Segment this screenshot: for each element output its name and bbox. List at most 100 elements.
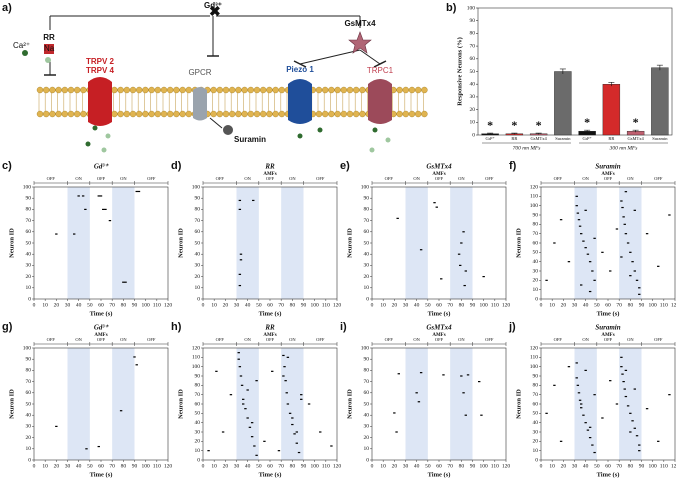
event xyxy=(657,265,660,267)
lipid-head xyxy=(402,110,409,118)
lipid-head xyxy=(123,110,131,118)
plot-frame xyxy=(202,347,338,461)
phase-label: OFF xyxy=(604,176,613,181)
event xyxy=(588,290,592,293)
event xyxy=(559,440,563,442)
x-tick-label: 80 xyxy=(459,302,465,308)
chart-subtitle: AMFs xyxy=(94,333,107,338)
x-tick-label: 120 xyxy=(333,302,342,308)
event xyxy=(620,200,623,202)
x-tick-label: 50 xyxy=(425,302,431,308)
event xyxy=(77,195,80,197)
lipid-head xyxy=(415,86,422,94)
event xyxy=(578,225,582,227)
x-tick-label: 120 xyxy=(333,463,342,469)
stimulus-region xyxy=(619,348,642,460)
event xyxy=(545,279,548,281)
lipid-head xyxy=(315,86,323,94)
event xyxy=(645,233,649,235)
event xyxy=(291,423,294,426)
lipid-head xyxy=(359,86,366,94)
phase-label: ON xyxy=(120,176,127,181)
lipid-head xyxy=(43,86,50,94)
y-tick-label: 110 xyxy=(192,355,200,361)
event xyxy=(282,354,285,357)
y-tick-label: 0 xyxy=(197,457,200,463)
y-tick-label: 10 xyxy=(533,287,539,293)
event xyxy=(135,364,138,366)
phase-label: OFF xyxy=(485,176,494,181)
event xyxy=(237,352,240,354)
x-tick-label: 30 xyxy=(65,302,71,308)
phase-label: OFF xyxy=(216,176,225,181)
y-axis-label: Neuron ID xyxy=(515,228,522,258)
lipid-head xyxy=(67,86,75,94)
event xyxy=(478,381,481,383)
lipid-head xyxy=(253,86,261,94)
x-tick-label: 30 xyxy=(572,463,578,469)
y-tick-label: 0 xyxy=(366,296,369,302)
event xyxy=(591,444,594,446)
lipid-head xyxy=(179,86,186,94)
label: Gd³⁺ xyxy=(204,1,222,10)
event xyxy=(277,450,281,452)
event xyxy=(271,370,274,372)
label: TRPC1 xyxy=(367,66,394,75)
event xyxy=(238,284,242,287)
x-tick-label: 10 xyxy=(380,302,386,308)
lipid-head xyxy=(408,110,416,118)
event xyxy=(575,205,578,207)
y-tick-label: 90 xyxy=(470,18,476,24)
event xyxy=(668,214,671,216)
x-tick-label: 50 xyxy=(256,302,262,308)
lipid-head xyxy=(346,110,354,118)
chart-subtitle: AMFs xyxy=(432,172,445,177)
y-axis-label: Neuron ID xyxy=(177,228,184,258)
y-tick-label: 10 xyxy=(533,448,539,454)
stimulus-region xyxy=(67,187,90,299)
panel-letter: d) xyxy=(171,160,182,172)
piezo-channel xyxy=(288,79,312,124)
event xyxy=(297,451,301,454)
event xyxy=(620,366,623,368)
y-tick-label: 10 xyxy=(195,448,201,454)
x-tick-label: 100 xyxy=(142,463,151,469)
event xyxy=(284,380,287,382)
lipid-head xyxy=(266,110,273,118)
x-tick-label: 0 xyxy=(371,463,374,469)
lipid-head xyxy=(117,110,124,118)
stimulus-region xyxy=(67,348,90,460)
lipid-head xyxy=(123,86,131,94)
lipid-head xyxy=(111,110,118,118)
lipid-head xyxy=(135,110,143,118)
y-tick-label: 30 xyxy=(533,268,539,274)
event xyxy=(638,444,641,446)
phase-label: ON xyxy=(289,176,296,181)
event xyxy=(624,233,628,235)
phase-label: OFF xyxy=(435,176,444,181)
inhibit-bar xyxy=(293,60,307,68)
phase-label: ON xyxy=(413,176,420,181)
y-tick-label: 40 xyxy=(533,259,539,265)
event xyxy=(553,242,556,244)
chart-subtitle: AMFs xyxy=(263,333,276,338)
y-tick-label: 70 xyxy=(533,231,539,237)
x-tick-label: 90 xyxy=(639,302,645,308)
lipid-head xyxy=(315,110,323,118)
lipid-head xyxy=(129,86,137,94)
y-tick-label: 70 xyxy=(26,218,32,224)
lipid-head xyxy=(396,110,403,118)
lipid-head xyxy=(353,110,360,118)
panel-letter: b) xyxy=(446,2,457,14)
event xyxy=(623,223,626,225)
significance: * xyxy=(633,115,639,129)
x-tick-label: 20 xyxy=(392,302,398,308)
stimulus-region xyxy=(281,348,304,460)
event xyxy=(567,261,571,263)
phase-label: ON xyxy=(413,337,420,342)
lipid-head xyxy=(210,110,217,118)
lipid-head xyxy=(334,86,341,94)
y-tick-label: 60 xyxy=(364,229,370,235)
bar xyxy=(651,67,669,136)
connector xyxy=(359,49,381,65)
